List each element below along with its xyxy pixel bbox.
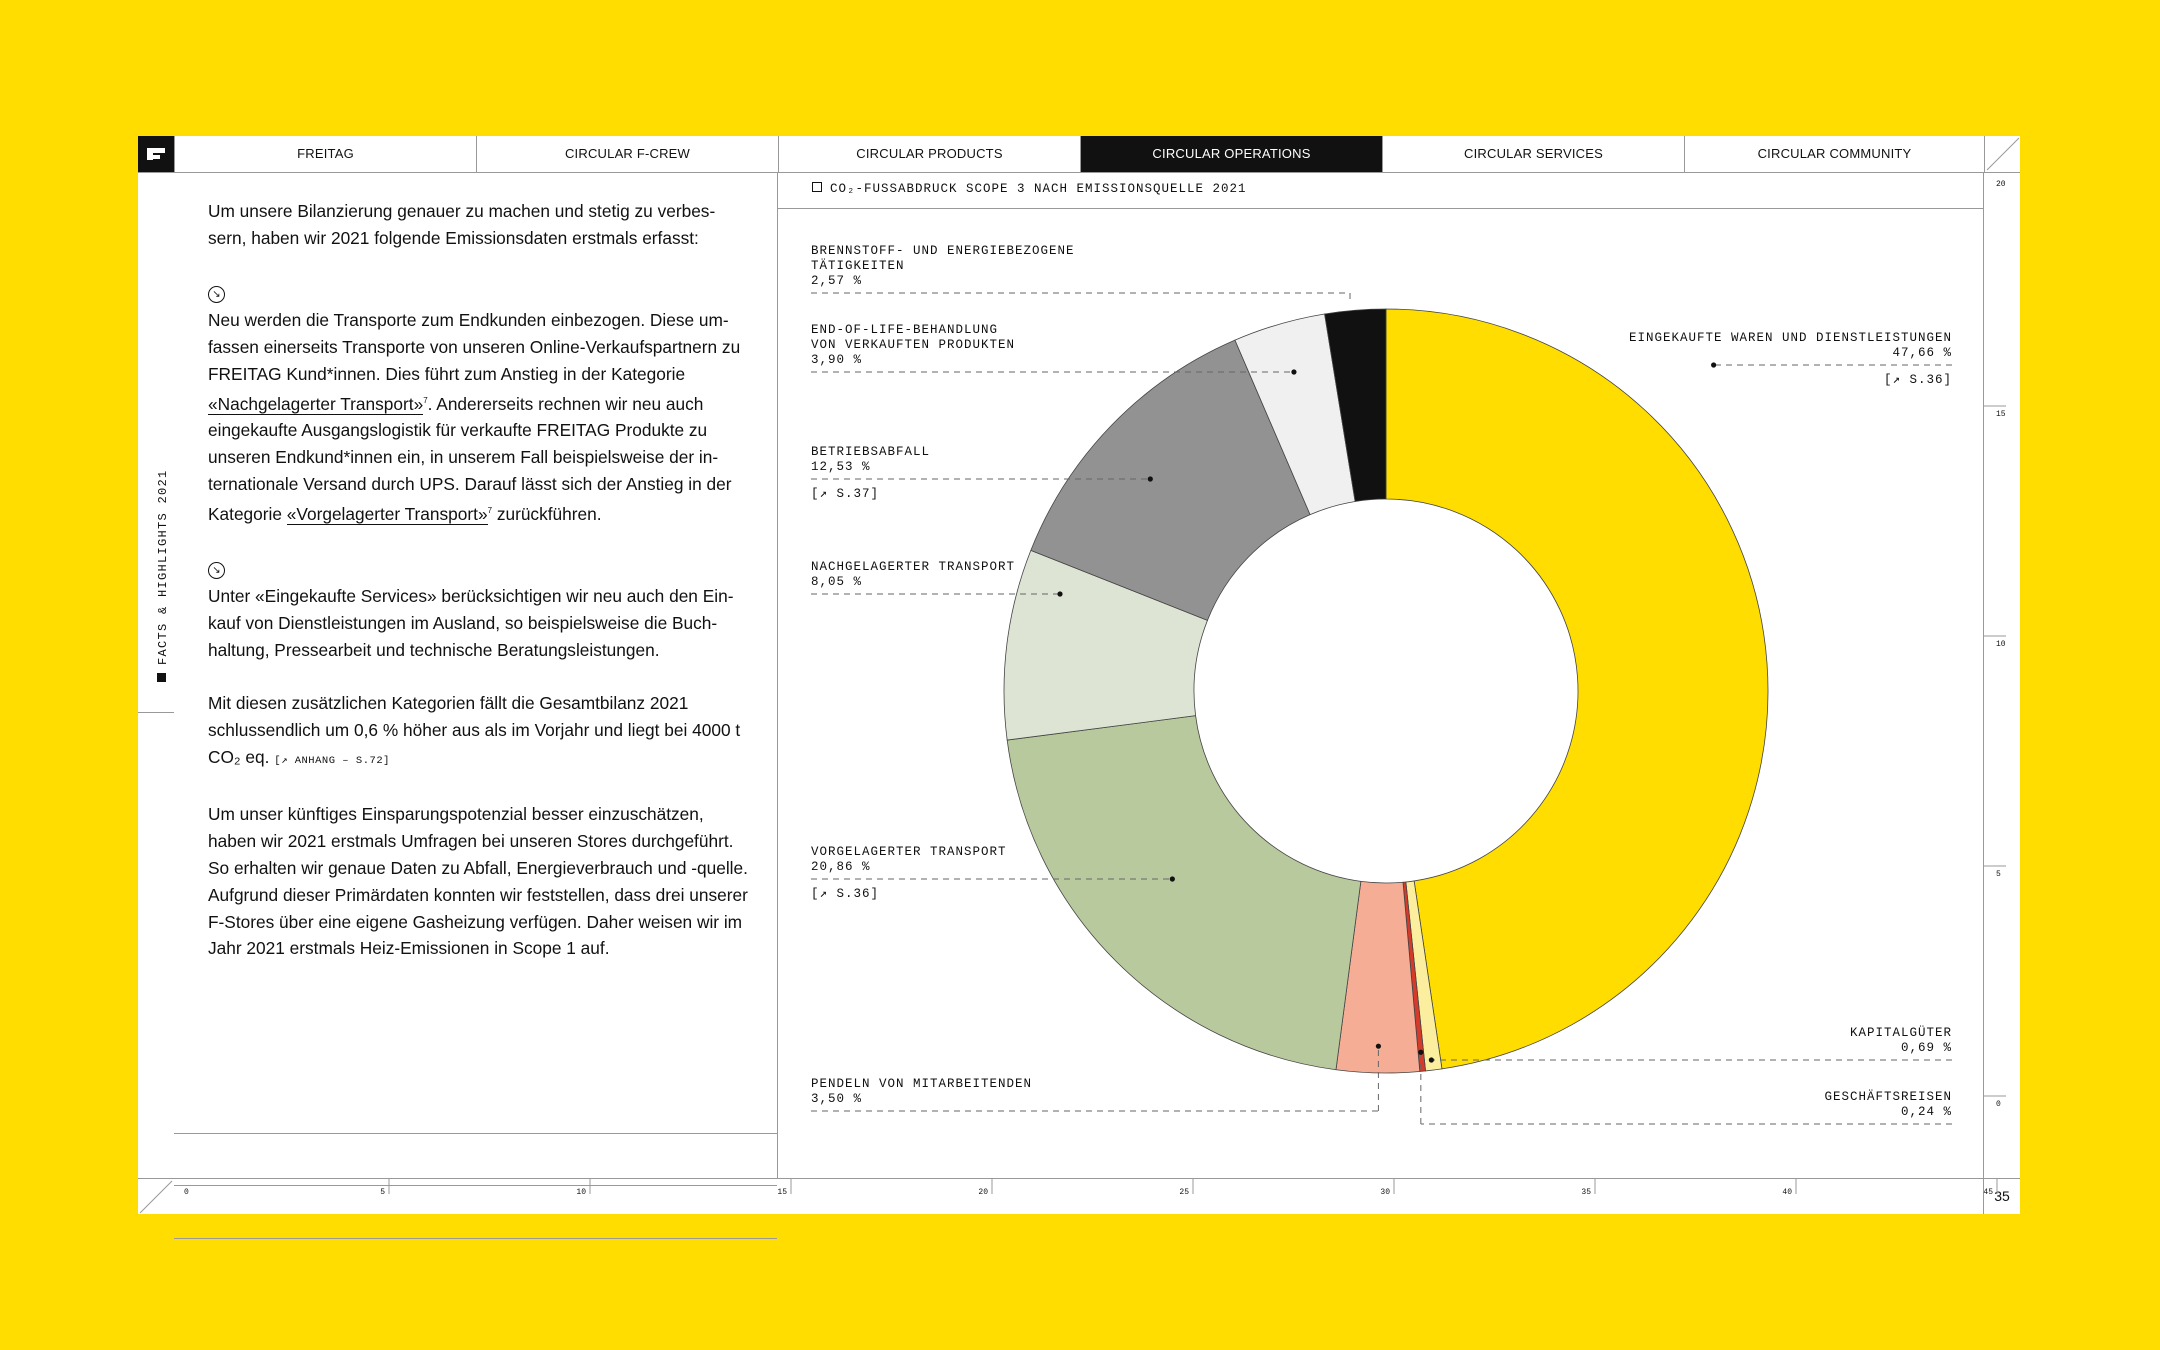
label-name-4: VORGELAGERTER TRANSPORT [811, 845, 1007, 859]
bottom-tick-4: 20 [978, 1188, 988, 1197]
leader-dot-4 [1169, 876, 1175, 882]
bottom-tick-9: 45 [1983, 1188, 1993, 1197]
label-value-1: 0,69 % [1901, 1041, 1952, 1055]
leader-dot-5 [1057, 591, 1063, 597]
link-vorgelagerter-transport[interactable]: «Vorgelagerter Transport» [286, 503, 488, 525]
freitag-logo-icon[interactable] [138, 136, 174, 172]
right-scale-rail [1983, 172, 2020, 1178]
bottom-tick-5: 25 [1179, 1188, 1189, 1197]
page-number: 35 [1983, 1178, 2020, 1214]
tab-circular-services[interactable]: CIRCULAR SERVICES [1382, 136, 1684, 172]
chart-header: CO₂-FUSSABDRUCK SCOPE 3 NACH EMISSIONSQU… [778, 172, 1984, 209]
bottom-tick-0: 0 [184, 1188, 189, 1197]
rule-line [174, 1133, 777, 1134]
label-ref-0: [↗ S.36] [1884, 373, 1952, 387]
tab-circular-f-crew[interactable]: CIRCULAR F-CREW [476, 136, 778, 172]
donut-chart: EINGEKAUFTE WAREN UND DIENSTLEISTUNGEN47… [184, 180, 2006, 1197]
square-marker-icon [812, 182, 822, 192]
donut-slice-0 [1385, 308, 1769, 1070]
bottom-tick-7: 35 [1581, 1188, 1591, 1197]
right-tick-1: 15 [1996, 410, 2006, 419]
rule-line [174, 1185, 777, 1186]
label-name-5: NACHGELAGERTER TRANSPORT [811, 560, 1015, 574]
label-name-3: PENDELN VON MITARBEITENDEN [811, 1077, 1032, 1091]
tab-circular-community[interactable]: CIRCULAR COMMUNITY [1684, 136, 1984, 172]
annex-reference-link[interactable]: [↗ ANHANG – S.72] [274, 754, 390, 767]
label-ref-4: [↗ S.36] [811, 887, 879, 901]
right-tick-2: 10 [1996, 640, 2006, 649]
arrow-down-right-icon: ↘ [208, 286, 225, 304]
bottom-tick-3: 15 [777, 1188, 787, 1197]
label-name-8: TÄTIGKEITEN [811, 259, 905, 273]
right-tick-3: 5 [1996, 870, 2001, 879]
label-name-8: BRENNSTOFF- UND ENERGIEBEZOGENE [811, 244, 1075, 258]
donut-slice-6 [1030, 339, 1311, 621]
tab-circular-operations[interactable]: CIRCULAR OPERATIONS [1080, 136, 1382, 172]
leader-dot-2 [1418, 1049, 1424, 1055]
label-value-6: 12,53 % [811, 460, 871, 474]
right-tick-4: 0 [1996, 1100, 2001, 1109]
tab-freitag[interactable]: FREITAG [174, 136, 476, 172]
report-page: FREITAG CIRCULAR F-CREW CIRCULAR PRODUCT… [138, 136, 2020, 1239]
bottom-tick-2: 10 [576, 1188, 586, 1197]
paragraph-stores: Um unser künftiges Einsparungspotenzial … [208, 804, 748, 959]
paragraph-intro: Um unsere Bilanzierung genauer zu machen… [208, 201, 716, 248]
label-value-4: 20,86 % [811, 860, 871, 874]
bottom-tick-1: 5 [380, 1188, 385, 1197]
right-tick-0: 20 [1996, 180, 2006, 189]
label-ref-6: [↗ S.37] [811, 487, 879, 501]
label-value-2: 0,24 % [1901, 1105, 1952, 1119]
top-navigation: FREITAG CIRCULAR F-CREW CIRCULAR PRODUCT… [138, 136, 2020, 173]
label-name-6: BETRIEBSABFALL [811, 445, 930, 459]
donut-slice-8 [1324, 308, 1387, 502]
leader-dot-0 [1711, 362, 1717, 368]
label-value-8: 2,57 % [811, 274, 862, 288]
tab-circular-products[interactable]: CIRCULAR PRODUCTS [778, 136, 1080, 172]
leader-dot-1 [1428, 1057, 1434, 1063]
label-name-7: VON VERKAUFTEN PRODUKTEN [811, 338, 1015, 352]
text-column: Um unsere Bilanzierung genauer zu machen… [174, 172, 778, 1239]
link-nachgelagerter-transport[interactable]: «Nachgelagerter Transport» [208, 393, 424, 415]
label-value-5: 8,05 % [811, 575, 862, 589]
label-name-0: EINGEKAUFTE WAREN UND DIENSTLEISTUNGEN [1629, 331, 1952, 345]
label-name-7: END-OF-LIFE-BEHANDLUNG [811, 323, 998, 337]
donut-slice-4 [1006, 715, 1362, 1071]
paragraph-transport: Neu werden die Transporte zum Endkunden … [208, 310, 741, 525]
label-name-2: GESCHÄFTSREISEN [1824, 1090, 1952, 1104]
label-value-3: 3,50 % [811, 1092, 862, 1106]
leader-dot-3 [1375, 1043, 1382, 1049]
section-rail: FACTS & HIGHLIGHTS 2021 [138, 172, 174, 713]
label-name-1: KAPITALGÜTER [1850, 1026, 1952, 1040]
label-value-7: 3,90 % [811, 353, 862, 367]
paragraph-total: Mit diesen zusätzlichen Kategorien fällt… [208, 693, 741, 767]
bottom-tick-6: 30 [1380, 1188, 1390, 1197]
leader-dot-7 [1291, 369, 1297, 375]
paragraph-services: Unter «Eingekaufte Services» berücksicht… [208, 586, 734, 660]
label-value-0: 47,66 % [1892, 346, 1952, 360]
leader-dot-6 [1147, 476, 1153, 482]
body-text: Um unsere Bilanzierung genauer zu machen… [208, 198, 753, 989]
bottom-scale [138, 1178, 2020, 1215]
bottom-tick-8: 40 [1782, 1188, 1792, 1197]
rule-line [174, 1238, 777, 1239]
chart-title: CO₂-FUSSABDRUCK SCOPE 3 NACH EMISSIONSQU… [812, 182, 1247, 196]
arrow-down-right-icon: ↘ [208, 562, 225, 580]
corner-marker-top-right [1984, 136, 2020, 172]
